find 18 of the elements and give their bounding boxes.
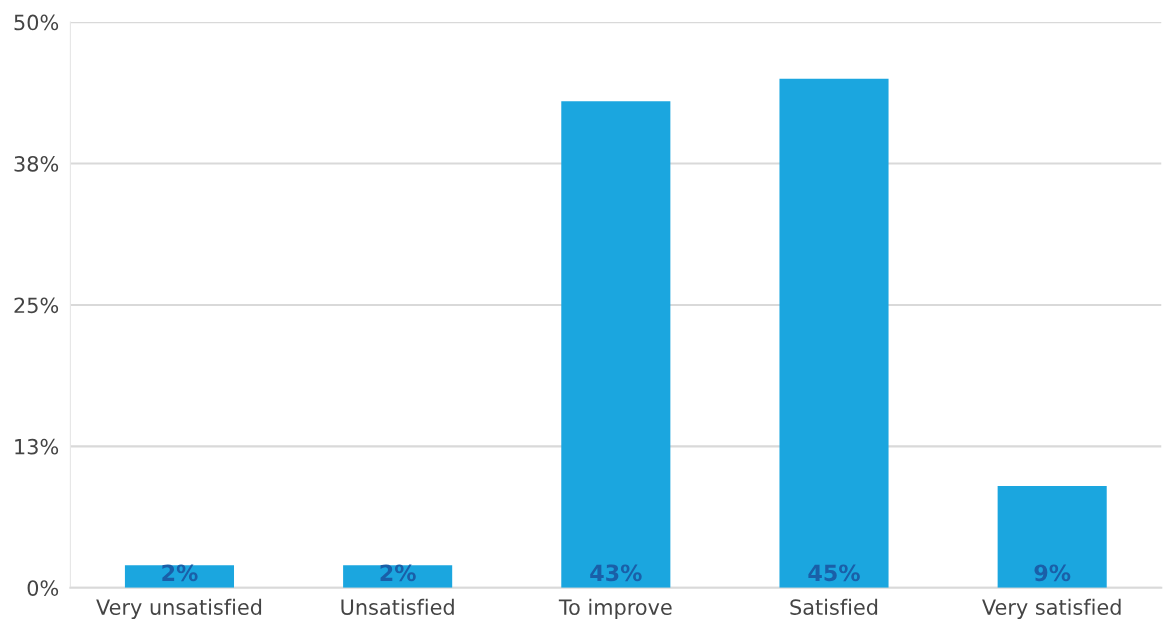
x-tick-label: Satisfied xyxy=(790,598,878,615)
y-tick-label: 13% xyxy=(15,438,59,455)
data-label: 2% xyxy=(162,564,198,582)
bar xyxy=(561,101,671,588)
x-tick-label: Very satisfied xyxy=(982,598,1121,620)
y-tick-label: 0% xyxy=(27,580,59,596)
data-label: 9% xyxy=(1034,564,1071,582)
data-label: 45% xyxy=(808,564,860,582)
data-label: 2% xyxy=(380,564,416,582)
x-tick-label: Unsatisfied xyxy=(341,598,454,615)
bar xyxy=(997,485,1107,588)
bar xyxy=(779,78,889,588)
x-tick-label: To improve xyxy=(558,598,672,620)
x-tick-label: Very unsatisfied xyxy=(96,598,262,620)
y-tick-label: 25% xyxy=(14,297,59,314)
y-tick-label: 38% xyxy=(14,155,59,172)
y-tick-label: 50% xyxy=(14,14,59,31)
data-label: 43% xyxy=(590,564,642,582)
